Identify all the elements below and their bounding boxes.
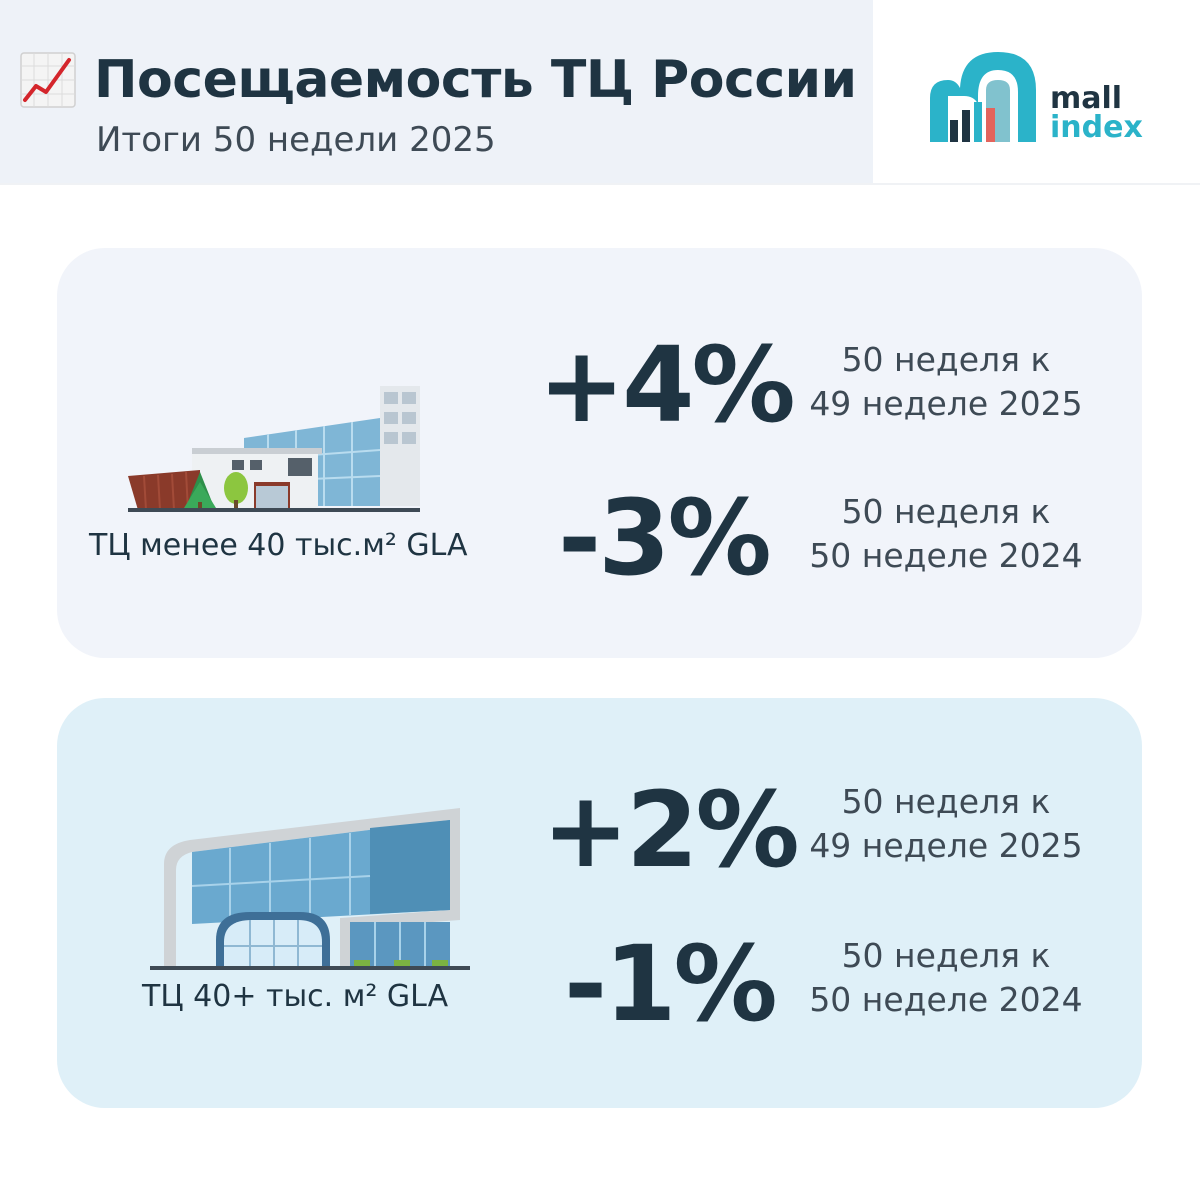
logo-text-index: index	[1050, 110, 1143, 145]
metric-caption: 50 неделя к 50 неделе 2024	[809, 492, 1083, 575]
header-divider	[0, 183, 1200, 185]
metric-caption: 50 неделя к 50 неделе 2024	[809, 936, 1083, 1019]
header-banner	[0, 0, 873, 183]
page-subtitle: Итоги 50 недели 2025	[96, 120, 496, 160]
chart-increasing-icon	[20, 52, 76, 108]
large-mall-icon	[150, 808, 470, 970]
page-title: Посещаемость ТЦ России	[94, 50, 857, 110]
small-mall-icon	[128, 386, 420, 512]
metric-value: -3%	[558, 477, 772, 599]
metric-caption: 50 неделя к 49 неделе 2025	[809, 782, 1083, 865]
mall-index-logo	[930, 52, 1036, 142]
section-label-large: ТЦ 40+ тыс. м² GLA	[142, 979, 449, 1014]
metric-value: +2%	[542, 769, 800, 891]
metric-caption: 50 неделя к 49 неделе 2025	[809, 340, 1083, 423]
metric-value: +4%	[538, 324, 796, 446]
metric-value: -1%	[564, 923, 778, 1045]
section-label-small: ТЦ менее 40 тыс.м² GLA	[89, 528, 468, 563]
logo-text-mall: mall	[1050, 81, 1123, 116]
